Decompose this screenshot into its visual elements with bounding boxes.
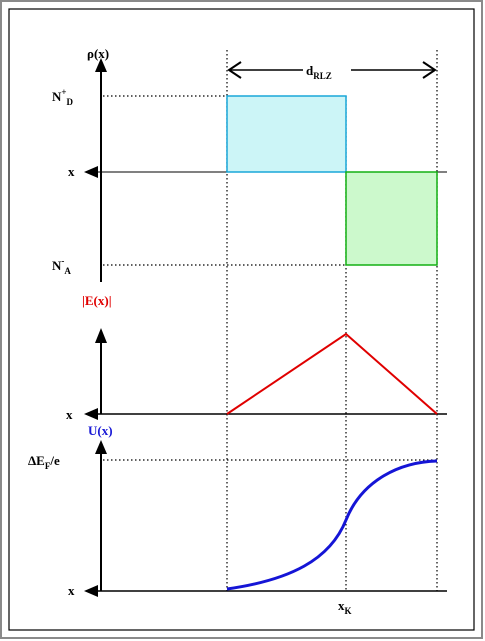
electric-field-panel: |E(x)| x bbox=[66, 293, 447, 422]
acceptor-charge-block bbox=[346, 172, 437, 265]
arrow-left-icon bbox=[84, 166, 98, 178]
potential-panel: U(x) ΔEF/e x xK bbox=[28, 423, 447, 616]
arrow-up-icon bbox=[95, 440, 107, 454]
arrow-left-icon bbox=[84, 408, 98, 420]
donor-charge-outline bbox=[226, 95, 347, 173]
delta-ef-label: ΔEF/e bbox=[28, 453, 60, 471]
xk-label: xK bbox=[338, 598, 352, 616]
rho-axis-label: ρ(x) bbox=[87, 46, 109, 61]
arrow-up-icon bbox=[95, 328, 107, 343]
field-profile-line bbox=[226, 332, 438, 415]
charge-density-panel: ρ(x) dRLZ N+D x N-A bbox=[52, 46, 447, 282]
potential-profile-curve bbox=[226, 459, 438, 591]
donor-charge-block bbox=[227, 96, 346, 172]
x-label-rho: x bbox=[68, 164, 75, 179]
arrow-left-icon bbox=[84, 585, 98, 597]
arrow-up-icon bbox=[95, 58, 107, 72]
acceptor-charge-outline bbox=[345, 171, 438, 266]
x-label-potential: x bbox=[68, 583, 75, 598]
x-label-field: x bbox=[66, 407, 73, 422]
field-axis-label: |E(x)| bbox=[82, 293, 112, 308]
width-label: dRLZ bbox=[306, 63, 332, 81]
donor-label: N+D bbox=[52, 87, 74, 107]
acceptor-label: N-A bbox=[52, 256, 71, 276]
potential-axis-label: U(x) bbox=[88, 423, 113, 438]
double-arrow-icon bbox=[227, 61, 437, 79]
inner-border bbox=[8, 8, 475, 631]
